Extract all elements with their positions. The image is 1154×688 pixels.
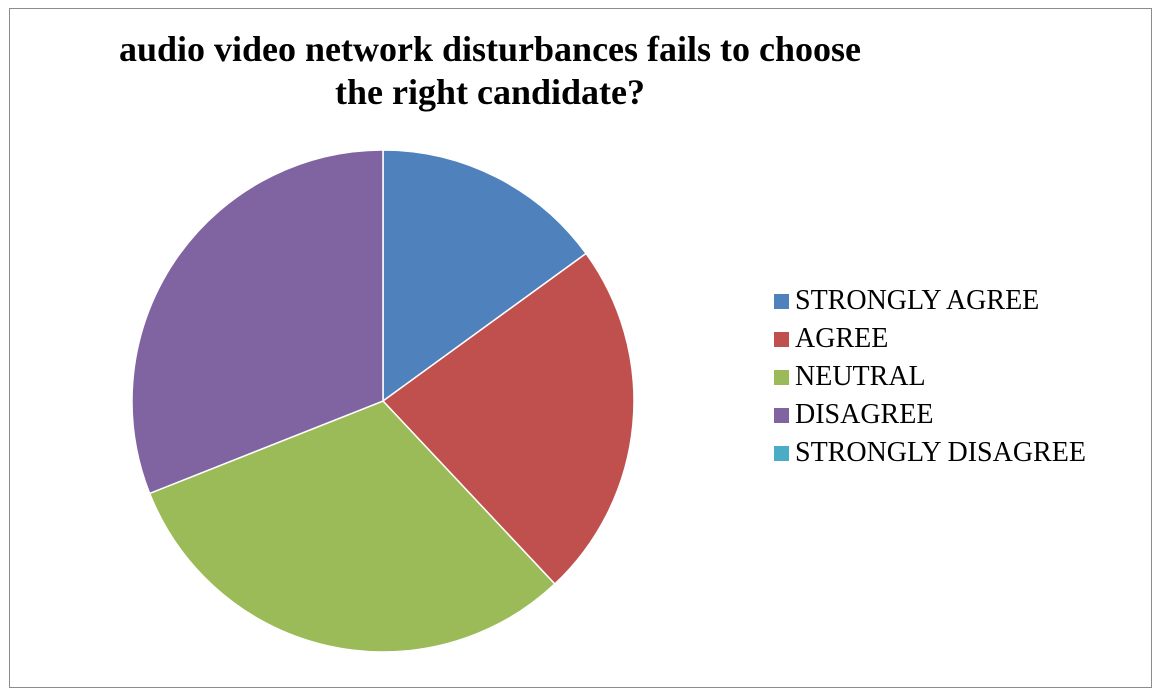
legend-swatch-disagree xyxy=(774,407,789,423)
legend-item-agree: AGREE xyxy=(774,320,1086,358)
pie-slices xyxy=(131,149,635,653)
legend-item-disagree: DISAGREE xyxy=(774,396,1086,434)
legend-label-strongly-disagree: STRONGLY DISAGREE xyxy=(795,437,1086,468)
legend-swatch-neutral xyxy=(774,369,789,385)
legend-label-agree: AGREE xyxy=(795,323,889,354)
legend-label-disagree: DISAGREE xyxy=(795,399,934,430)
legend-swatch-strongly-agree xyxy=(774,293,789,309)
pie-slice-agree xyxy=(381,252,635,586)
legend-label-neutral: NEUTRAL xyxy=(795,361,926,392)
legend-swatch-strongly-disagree xyxy=(774,445,789,461)
pie-slice-neutral xyxy=(148,400,556,653)
pie-slice-disagree xyxy=(131,149,384,495)
legend-label-strongly-agree: STRONGLY AGREE xyxy=(795,285,1040,316)
legend-item-neutral: NEUTRAL xyxy=(774,358,1086,396)
legend-swatch-agree xyxy=(774,331,789,347)
legend: STRONGLY AGREE AGREE NEUTRAL DISAGREE STRONG… xyxy=(774,282,1086,472)
legend-item-strongly-disagree: STRONGLY DISAGREE xyxy=(774,434,1086,472)
chart-title: audio video network disturbances fails t… xyxy=(118,29,862,112)
pie-slice-strongly-agree xyxy=(382,149,588,403)
legend-item-strongly-agree: STRONGLY AGREE xyxy=(774,282,1086,320)
pie-chart xyxy=(131,149,635,653)
